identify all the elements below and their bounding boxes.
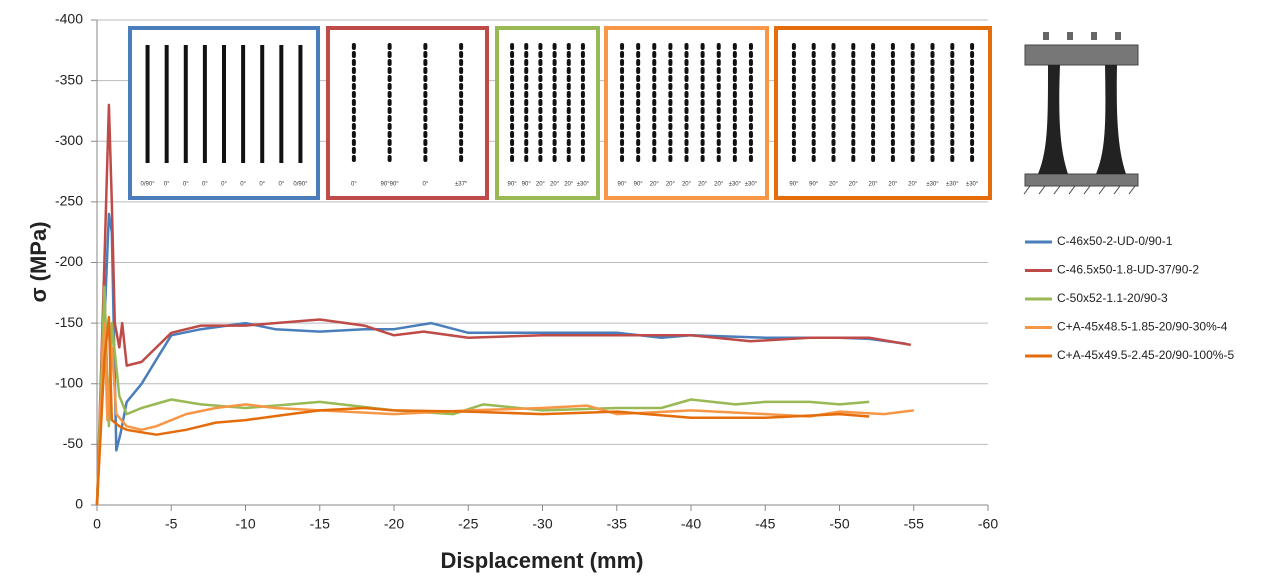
inset-label: 90° (789, 182, 799, 188)
inset-label: 20° (849, 182, 859, 188)
x-tick-label: -35 (607, 516, 627, 532)
legend-label: C+A-45x48.5-1.85-20/90-30%-4 (1057, 320, 1228, 334)
inset-panel: 90° 90° 20° 20° 20° ±30° (495, 26, 600, 200)
series-line (95, 321, 914, 506)
inset-label: 0° (202, 182, 208, 188)
inset-label: 0/90° (293, 182, 308, 188)
x-tick-label: 0 (93, 516, 101, 532)
inset-label: ±30° (577, 182, 590, 188)
inset-panel: 90° 90° 20° 20° 20° 20° 20° ±30° ±30° (604, 26, 769, 200)
inset-label: 20° (698, 182, 708, 188)
inset-label: 20° (869, 182, 879, 188)
inset-label: 0/90° (141, 182, 156, 188)
series-line (95, 315, 870, 506)
y-tick-label: -50 (63, 435, 83, 451)
inset-label: 20° (888, 182, 898, 188)
inset-label: 20° (536, 182, 546, 188)
legend-label: C-46x50-2-UD-0/90-1 (1057, 234, 1173, 248)
inset-label: ±30° (966, 182, 979, 188)
series-line (95, 103, 912, 506)
inset-panel: 0/90° 0° 0° 0° 0° 0° 0° 0° 0/90° (128, 26, 320, 200)
y-tick-label: -400 (55, 11, 83, 27)
inset-label: 90° (634, 182, 644, 188)
y-tick-label: -100 (55, 374, 83, 390)
inset-label: ±30° (729, 182, 742, 188)
inset-label: 20° (714, 182, 724, 188)
legend-label: C-46.5x50-1.8-UD-37/90-2 (1057, 263, 1199, 277)
inset-label: 90°90° (381, 182, 400, 188)
inset-label: 0° (423, 182, 429, 188)
x-tick-label: -55 (904, 516, 924, 532)
x-tick-label: -5 (165, 516, 178, 532)
inset-panel: 90° 90° 20° 20° 20° 20° 20° ±30° ±30° ±30° (774, 26, 992, 200)
y-tick-label: -350 (55, 71, 83, 87)
inset-label: 90° (522, 182, 532, 188)
specimen-icon (1023, 32, 1139, 195)
inset-label: 0° (259, 182, 265, 188)
inset-label: 20° (829, 182, 839, 188)
y-axis-label: σ (MPa) (26, 221, 51, 302)
inset-label: 0° (221, 182, 227, 188)
inset-label: ±30° (745, 182, 758, 188)
inset-label: 20° (666, 182, 676, 188)
x-tick-label: -10 (235, 516, 255, 532)
inset-frame (326, 26, 489, 200)
inset-label: ±37° (455, 182, 468, 188)
x-tick-label: -15 (310, 516, 330, 532)
x-tick-label: -40 (681, 516, 701, 532)
y-tick-label: -150 (55, 314, 83, 330)
x-tick-label: -20 (384, 516, 404, 532)
inset-label: ±30° (946, 182, 959, 188)
x-axis-label: Displacement (mm) (441, 548, 644, 573)
series-line (95, 212, 907, 506)
inset-label: 0° (240, 182, 246, 188)
inset-label: 90° (809, 182, 819, 188)
inset-label: 20° (550, 182, 560, 188)
y-tick-label: -300 (55, 132, 83, 148)
legend-label: C+A-45x49.5-2.45-20/90-100%-5 (1057, 348, 1234, 362)
inset-frame (774, 26, 992, 200)
x-tick-label: -30 (532, 516, 552, 532)
inset-label: 20° (650, 182, 660, 188)
x-tick-label: -50 (829, 516, 849, 532)
y-tick-label: -250 (55, 193, 83, 209)
inset-panel: 0° 90°90° 0° ±37° (326, 26, 489, 200)
x-tick-label: -25 (458, 516, 478, 532)
inset-label: 0° (278, 182, 284, 188)
inset-label: 20° (564, 182, 574, 188)
inset-label: 90° (508, 182, 518, 188)
inset-label: ±30° (926, 182, 939, 188)
series-line (95, 285, 870, 506)
inset-label: 90° (618, 182, 628, 188)
y-tick-label: 0 (75, 496, 83, 512)
legend-label: C-50x52-1.1-20/90-3 (1057, 291, 1168, 305)
inset-label: 0° (351, 182, 357, 188)
x-tick-label: -45 (755, 516, 775, 532)
inset-label: 0° (164, 182, 170, 188)
x-tick-label: -60 (978, 516, 998, 532)
inset-label: 20° (682, 182, 692, 188)
inset-label: 0° (183, 182, 189, 188)
y-tick-label: -200 (55, 253, 83, 269)
inset-label: 20° (908, 182, 918, 188)
